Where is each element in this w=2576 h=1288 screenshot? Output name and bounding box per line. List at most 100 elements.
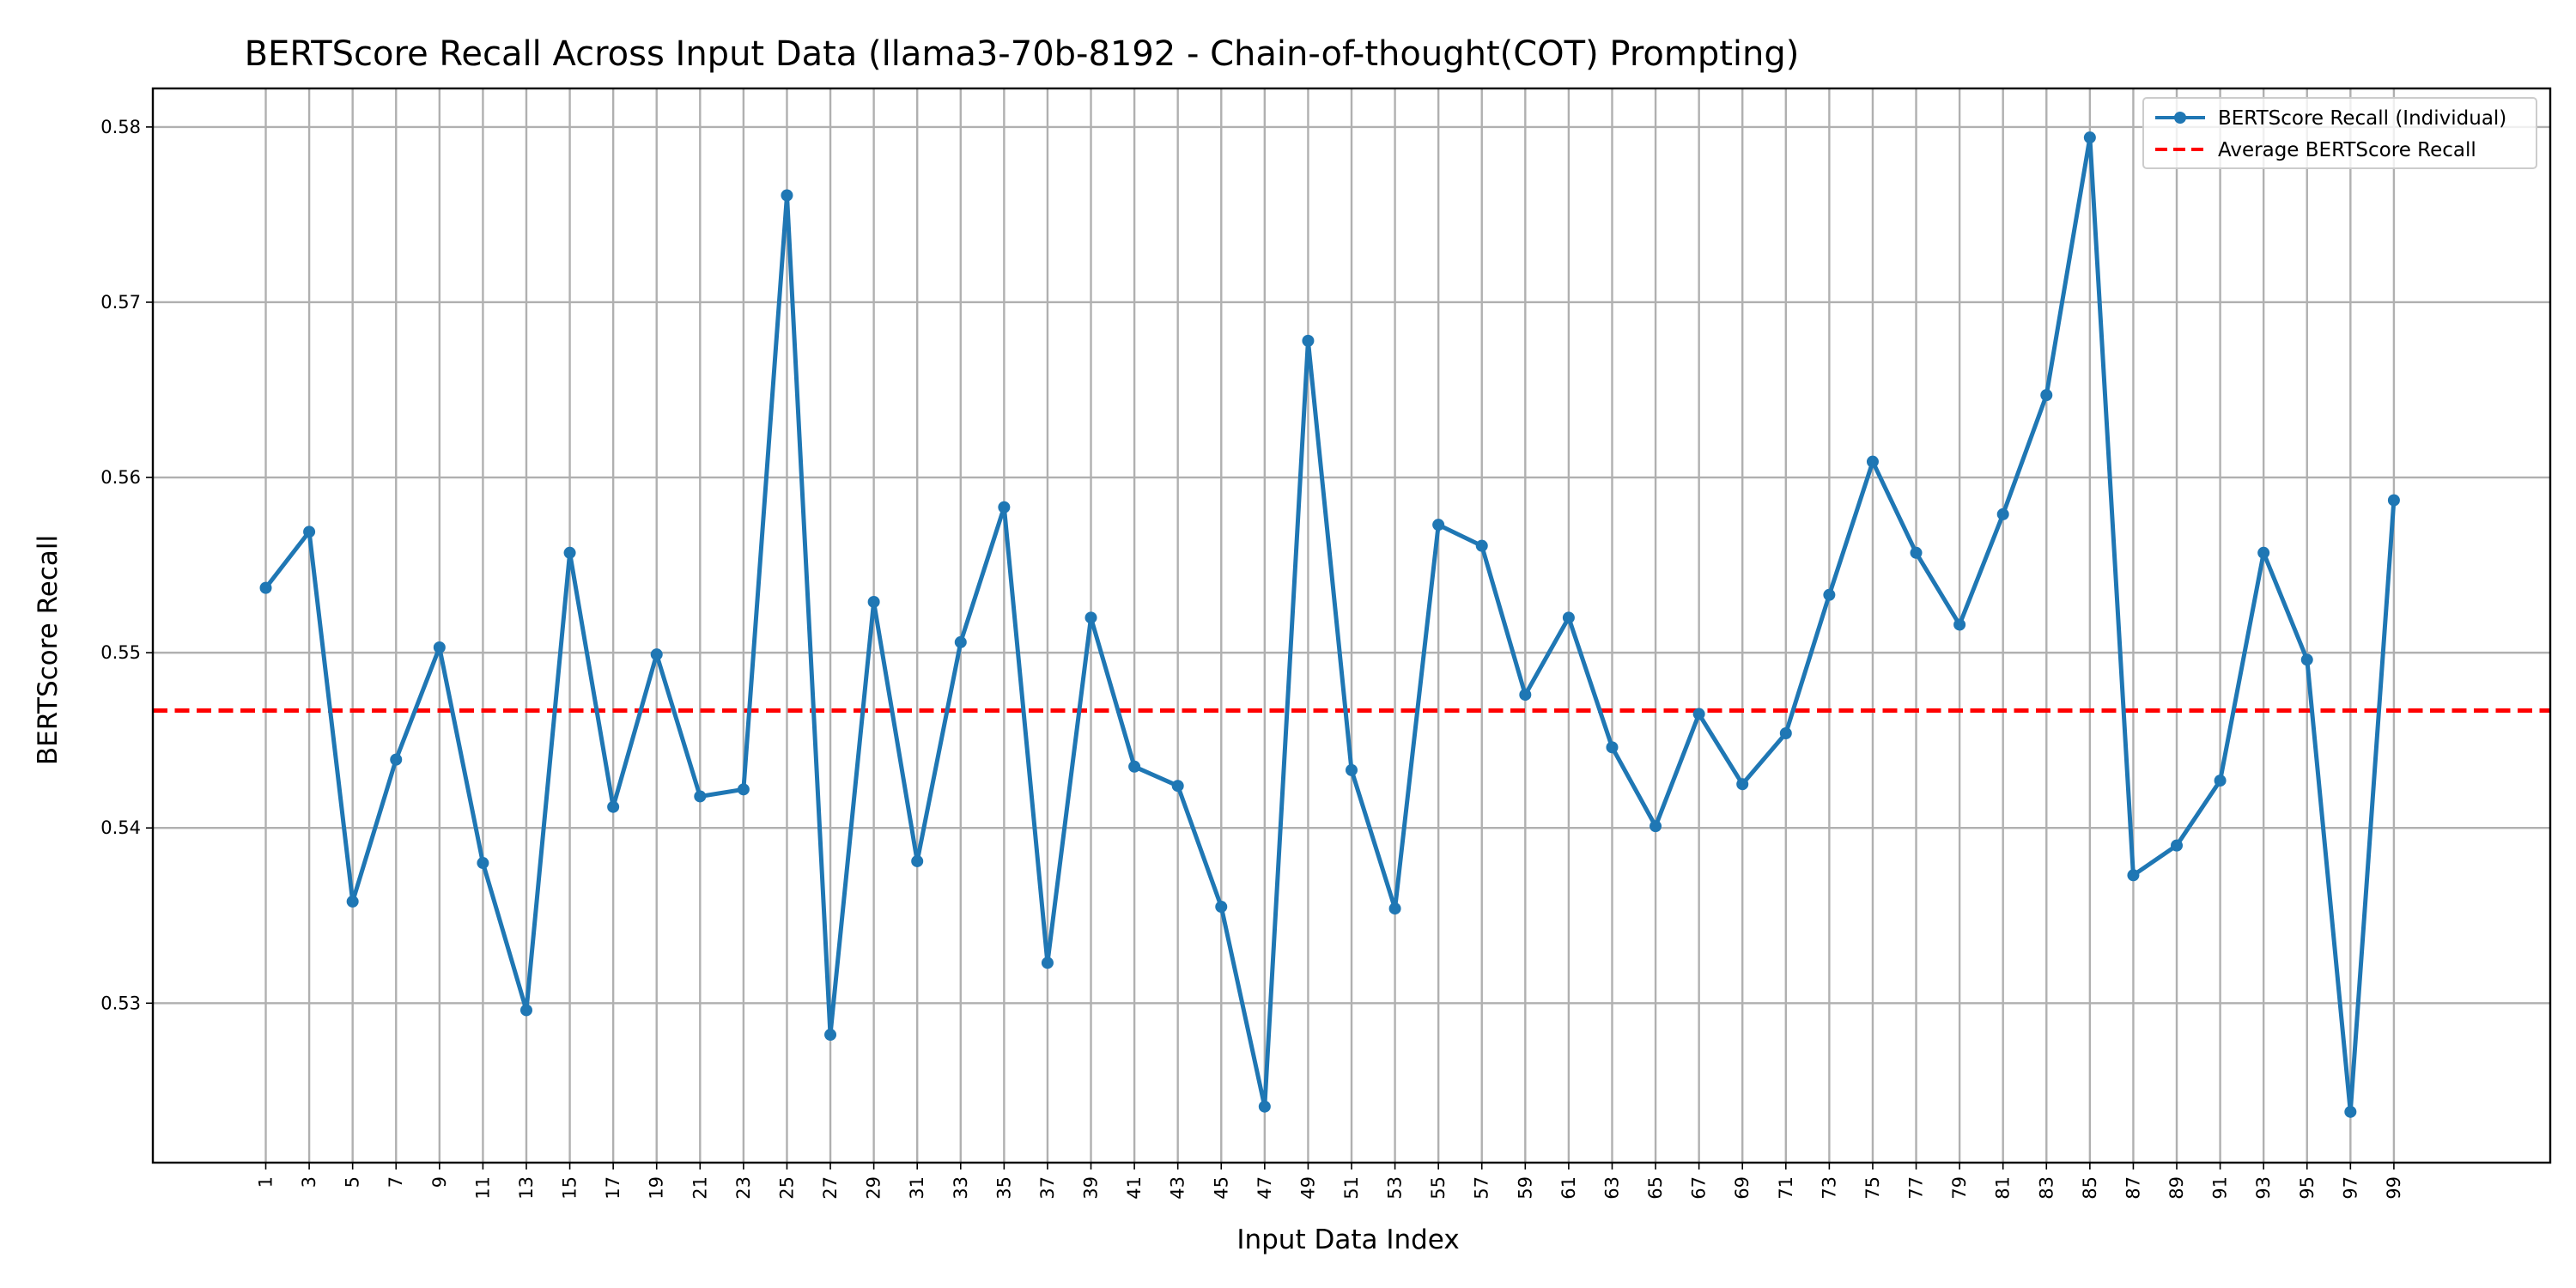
data-point bbox=[1084, 611, 1097, 624]
data-point bbox=[1388, 902, 1401, 915]
data-point bbox=[390, 753, 403, 766]
data-point bbox=[1562, 611, 1575, 624]
x-tick-label: 21 bbox=[690, 1176, 710, 1200]
x-tick-label: 71 bbox=[1776, 1176, 1796, 1200]
x-tick-label: 73 bbox=[1819, 1176, 1839, 1200]
x-tick-label: 7 bbox=[386, 1176, 406, 1188]
x-tick-label: 5 bbox=[343, 1176, 363, 1188]
data-point bbox=[1041, 957, 1054, 969]
data-point bbox=[1736, 778, 1749, 791]
x-tick-label: 75 bbox=[1862, 1176, 1883, 1200]
data-point bbox=[867, 595, 880, 608]
data-point bbox=[1171, 780, 1184, 793]
data-point bbox=[1302, 334, 1315, 347]
data-point bbox=[1606, 741, 1619, 754]
y-tick-label: 0.56 bbox=[100, 467, 141, 488]
data-point bbox=[2300, 653, 2313, 666]
data-point bbox=[954, 635, 967, 648]
data-point bbox=[998, 501, 1011, 513]
data-point bbox=[1346, 763, 1358, 776]
data-point bbox=[346, 895, 359, 908]
x-tick-label: 25 bbox=[776, 1176, 797, 1200]
x-tick-label: 53 bbox=[1385, 1176, 1406, 1200]
data-point bbox=[2387, 494, 2400, 507]
data-point bbox=[1866, 455, 1879, 468]
x-tick-label: 89 bbox=[2166, 1176, 2187, 1200]
x-tick-label: 39 bbox=[1081, 1176, 1102, 1200]
data-point bbox=[1258, 1100, 1271, 1113]
data-point bbox=[519, 1004, 532, 1017]
x-tick-label: 63 bbox=[1601, 1176, 1622, 1200]
data-point bbox=[781, 189, 793, 202]
data-point bbox=[303, 526, 316, 538]
x-tick-label: 61 bbox=[1558, 1176, 1579, 1200]
data-point bbox=[1649, 820, 1662, 833]
x-tick-label: 95 bbox=[2297, 1176, 2318, 1200]
series-line-individual bbox=[264, 135, 2397, 1115]
data-point bbox=[2344, 1105, 2357, 1118]
x-tick-label: 17 bbox=[603, 1176, 623, 1200]
data-point bbox=[563, 546, 576, 559]
x-tick-label: 65 bbox=[1645, 1176, 1666, 1200]
y-axis-label: BERTScore Recall bbox=[33, 535, 64, 765]
data-point bbox=[2127, 869, 2140, 882]
y-tick-label: 0.54 bbox=[100, 817, 141, 838]
data-point bbox=[477, 857, 489, 870]
data-point bbox=[1432, 519, 1445, 532]
x-tick-label: 23 bbox=[733, 1176, 754, 1200]
x-tick-label: 81 bbox=[1993, 1176, 2014, 1200]
y-tick-label: 0.57 bbox=[100, 292, 141, 313]
x-tick-label: 69 bbox=[1732, 1176, 1753, 1200]
x-axis-ticks: 1 3 5 7 9 11 13 15 17 19 21 23 25 27 29 31 33 35 37 39 41 43 4… bbox=[256, 1163, 2404, 1200]
data-point bbox=[259, 581, 272, 594]
x-tick-label: 31 bbox=[907, 1176, 927, 1200]
x-tick-label: 49 bbox=[1297, 1176, 1318, 1200]
x-tick-label: 67 bbox=[1689, 1176, 1710, 1200]
x-tick-label: 97 bbox=[2340, 1176, 2360, 1200]
x-tick-label: 55 bbox=[1428, 1176, 1449, 1200]
data-point bbox=[433, 641, 446, 654]
x-tick-label: 99 bbox=[2384, 1176, 2404, 1200]
data-point bbox=[1910, 546, 1923, 559]
y-tick-label: 0.58 bbox=[100, 117, 141, 137]
x-tick-label: 57 bbox=[1472, 1176, 1492, 1200]
x-tick-label: 9 bbox=[429, 1176, 450, 1188]
x-tick-label: 59 bbox=[1515, 1176, 1535, 1200]
x-tick-label: 43 bbox=[1168, 1176, 1188, 1200]
data-point bbox=[2040, 389, 2053, 402]
x-tick-label: 33 bbox=[951, 1176, 971, 1200]
x-tick-label: 3 bbox=[299, 1176, 319, 1188]
data-point bbox=[2083, 131, 2096, 144]
x-tick-label: 15 bbox=[560, 1176, 580, 1200]
data-point bbox=[1779, 727, 1792, 740]
x-tick-label: 77 bbox=[1906, 1176, 1927, 1200]
data-point bbox=[2257, 546, 2270, 559]
x-tick-label: 11 bbox=[472, 1176, 493, 1200]
y-tick-label: 0.53 bbox=[100, 993, 141, 1013]
x-tick-label: 79 bbox=[1949, 1176, 1970, 1200]
chart-title: BERTScore Recall Across Input Data (llam… bbox=[245, 34, 1800, 74]
x-tick-label: 93 bbox=[2253, 1176, 2274, 1200]
data-point bbox=[1215, 901, 1228, 914]
x-tick-label: 47 bbox=[1255, 1176, 1275, 1200]
data-point bbox=[1519, 689, 1532, 702]
x-tick-label: 19 bbox=[647, 1176, 667, 1200]
x-tick-label: 13 bbox=[516, 1176, 537, 1200]
x-tick-label: 45 bbox=[1211, 1176, 1231, 1200]
data-point bbox=[1953, 618, 1966, 631]
x-tick-label: 41 bbox=[1124, 1176, 1145, 1200]
legend-box bbox=[2142, 97, 2537, 169]
y-axis-ticks: 0.53 0.54 0.55 0.56 0.57 0.58 bbox=[100, 117, 153, 1013]
x-tick-label: 1 bbox=[256, 1176, 276, 1188]
y-tick-label: 0.55 bbox=[100, 642, 141, 663]
x-tick-label: 87 bbox=[2123, 1176, 2143, 1200]
x-tick-label: 37 bbox=[1037, 1176, 1058, 1200]
data-point bbox=[650, 648, 663, 661]
x-tick-label: 91 bbox=[2210, 1176, 2231, 1200]
data-point bbox=[1128, 760, 1141, 773]
data-point bbox=[1475, 539, 1488, 552]
legend-label-average: Average BERTScore Recall bbox=[2218, 139, 2476, 161]
series-layer bbox=[259, 131, 2400, 1118]
